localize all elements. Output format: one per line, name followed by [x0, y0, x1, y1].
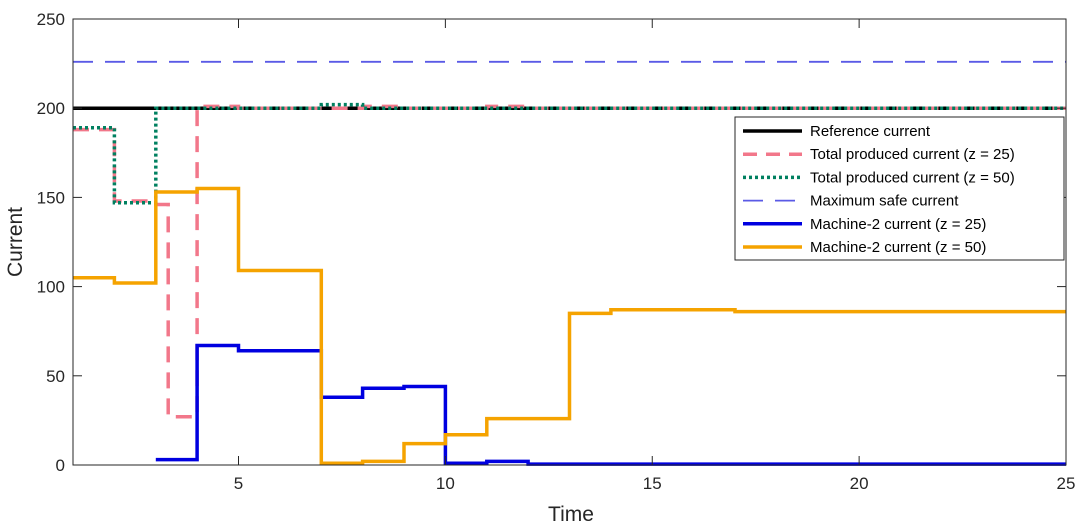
legend-label-4: Maximum safe current: [810, 193, 959, 210]
x-tick-label: 5: [234, 474, 243, 493]
legend-label-5: Machine-2 current (z = 25): [810, 216, 986, 233]
legend: Reference current Total produced current …: [734, 116, 1065, 261]
legend-label-1: Reference current: [810, 123, 931, 140]
y-tick-label: 200: [37, 99, 65, 118]
x-tick-label: 20: [850, 474, 869, 493]
legend-label-6: Machine-2 current (z = 50): [810, 239, 986, 256]
series-line-2: [73, 104, 1066, 419]
x-axis-title: Time: [548, 503, 594, 526]
x-tick-label: 15: [643, 474, 662, 493]
series-line-3: [73, 102, 1066, 205]
axes: [72, 18, 1067, 466]
y-tick-label: 250: [37, 10, 65, 29]
legend-label-3: Total produced current (z = 50): [810, 169, 1015, 186]
series-line-6: [73, 186, 1066, 465]
x-tick-label: 25: [1057, 474, 1076, 493]
axes-box: [72, 18, 1067, 466]
y-tick-label: 150: [37, 188, 65, 207]
legend-box: [734, 116, 1065, 261]
y-tick-label: 100: [37, 278, 65, 297]
y-tick-label: 0: [56, 456, 65, 475]
x-tick-label: 10: [436, 474, 455, 493]
legend-label-2: Total produced current (z = 25): [810, 146, 1015, 163]
y-axis-title: Current: [4, 207, 27, 277]
y-tick-label: 50: [46, 367, 65, 386]
